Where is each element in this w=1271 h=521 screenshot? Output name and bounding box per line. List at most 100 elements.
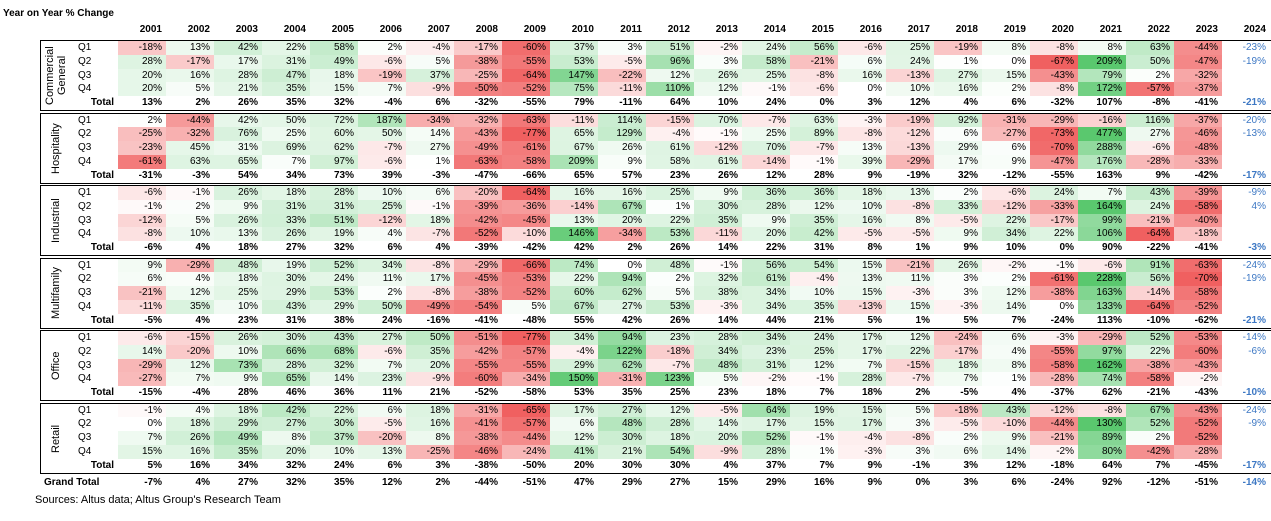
cell: 10%: [886, 82, 934, 97]
cell: 27%: [262, 417, 310, 432]
cell: 6%: [838, 54, 886, 69]
row-label: Q4: [78, 373, 92, 385]
row-label: Q1: [78, 332, 92, 343]
cell: 25%: [742, 127, 790, 142]
cell: 10%: [358, 186, 406, 200]
cell: 56%: [742, 258, 790, 273]
cell: 15%: [838, 403, 886, 418]
cell: 13%: [886, 186, 934, 200]
cell: 18%: [406, 403, 454, 418]
grand-total-cell: 16%: [813, 477, 834, 488]
cell: 42%: [214, 113, 262, 128]
cell: 18%: [214, 403, 262, 418]
row-label: Q3: [78, 69, 92, 81]
cell: 110%: [646, 82, 694, 97]
cell: -38%: [1030, 286, 1078, 300]
row-label: Q4: [78, 155, 92, 167]
grand-total-cell: 4%: [195, 477, 210, 488]
cell: -37%: [1174, 113, 1222, 128]
cell: 36%: [742, 186, 790, 200]
cell: 32%: [694, 272, 742, 287]
cell: 26%: [262, 227, 310, 242]
grand-total-cell: 27%: [237, 477, 258, 488]
cell: -11%: [598, 82, 646, 97]
column-header: 2011: [620, 24, 642, 35]
cell: -41%: [454, 417, 502, 432]
cell: -20%: [1242, 114, 1266, 126]
cell: 26%: [598, 141, 646, 155]
cell: -10%: [1242, 387, 1266, 399]
cell: -47%: [1174, 54, 1222, 69]
cell: -6%: [838, 41, 886, 55]
cell: 6%: [1011, 97, 1026, 109]
cell: 13%: [550, 213, 598, 228]
cell: 46%: [285, 387, 306, 399]
cell: 22%: [550, 272, 598, 287]
cell: 2%: [195, 97, 210, 109]
cell: -17%: [934, 344, 982, 359]
cell: 7%: [166, 372, 214, 387]
cell: 22%: [982, 213, 1030, 228]
cell: 9%: [963, 242, 978, 254]
cell: 5%: [963, 314, 978, 326]
title: Year on Year % Change: [3, 8, 114, 19]
cell: -52%: [502, 286, 550, 300]
cell: 53%: [573, 387, 594, 399]
row-label: Q3: [78, 142, 92, 154]
cell: 63%: [790, 113, 838, 128]
cell: 50%: [358, 299, 406, 314]
cell: 5%: [867, 314, 882, 326]
cell: 7%: [1155, 459, 1170, 471]
cell: 67%: [550, 141, 598, 155]
cell: -13%: [886, 141, 934, 155]
cell: -6%: [118, 331, 166, 345]
cell: 27%: [1126, 127, 1174, 142]
cell: 209%: [550, 154, 598, 169]
cell: 0%: [982, 54, 1030, 69]
cell: 28%: [646, 417, 694, 432]
cell: 7%: [819, 459, 834, 471]
cell: 99%: [1078, 213, 1126, 228]
cell: -2%: [1174, 372, 1222, 387]
cell: 16%: [550, 186, 598, 200]
cell: 123%: [646, 372, 694, 387]
cell: 22%: [262, 41, 310, 55]
cell: 1%: [915, 242, 930, 254]
cell: -5%: [934, 417, 982, 432]
cell: 36%: [790, 186, 838, 200]
grand-total-cell: 29%: [621, 477, 642, 488]
cell: 25%: [646, 186, 694, 200]
cell: 14%: [717, 314, 738, 326]
cell: -5%: [886, 227, 934, 242]
cell: 37%: [406, 68, 454, 83]
cell: -8%: [886, 431, 934, 445]
cell: -46%: [1174, 127, 1222, 142]
cell: 51%: [646, 41, 694, 55]
group-box: [40, 40, 1271, 111]
cell: 13%: [838, 272, 886, 287]
cell: 15%: [838, 258, 886, 273]
row-label: Q2: [78, 128, 92, 140]
cell: -62%: [1194, 314, 1218, 326]
column-header: 2016: [859, 24, 882, 35]
cell: -52%: [502, 82, 550, 97]
column-header: 2012: [667, 24, 690, 35]
cell: -7%: [742, 113, 790, 128]
cell: 34%: [237, 459, 258, 471]
cell: 3%: [963, 459, 978, 471]
cell: 69%: [262, 141, 310, 155]
cell: -6%: [1126, 141, 1174, 155]
cell: 22%: [1126, 344, 1174, 359]
cell: 12%: [646, 403, 694, 418]
grand-total-cell: 92%: [1101, 477, 1122, 488]
cell: -8%: [118, 227, 166, 242]
cell: -13%: [886, 68, 934, 83]
cell: -17%: [1242, 169, 1266, 181]
cell: 107%: [1096, 97, 1122, 109]
cell: 5%: [886, 403, 934, 418]
cell: 14%: [406, 127, 454, 142]
cell: -11%: [118, 299, 166, 314]
cell: 26%: [237, 97, 258, 109]
group-box: [40, 402, 1271, 474]
